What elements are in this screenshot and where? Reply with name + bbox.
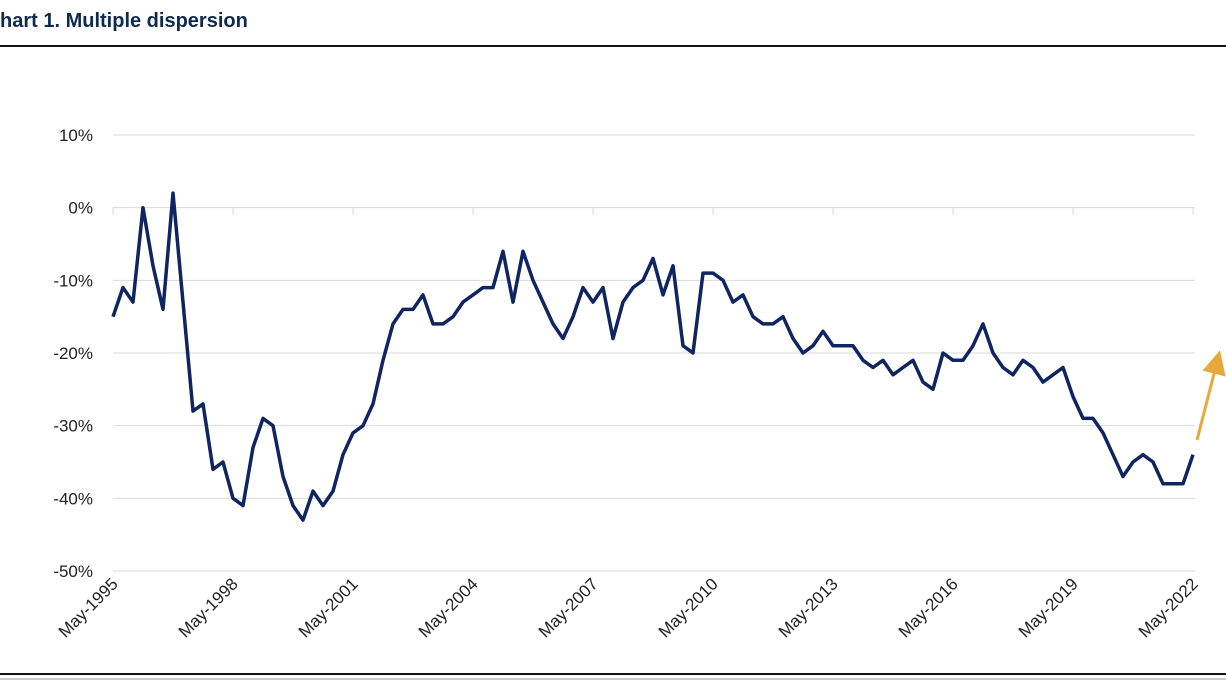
x-tick-label: May-1995: [55, 574, 122, 641]
arrow: [1195, 350, 1226, 441]
x-tick-label: May-2010: [655, 574, 722, 641]
x-tick-label: May-2019: [1015, 574, 1082, 641]
x-tick-label: May-2007: [535, 574, 602, 641]
line: [111, 191, 1195, 522]
x-tick-label: May-2022: [1135, 574, 1202, 641]
x-tick-label: May-2013: [775, 574, 842, 641]
y-tick-label: -10%: [53, 271, 93, 290]
y-tick-label: -40%: [53, 489, 93, 508]
y-tick-label: -20%: [53, 344, 93, 363]
y-tick-label: 10%: [59, 126, 93, 145]
x-tick-label: May-2016: [895, 574, 962, 641]
y-tick-label: -30%: [53, 417, 93, 436]
y-tick-label: -50%: [53, 562, 93, 581]
y-tick-label: 0%: [68, 199, 93, 218]
chart-title: hart 1. Multiple dispersion: [0, 10, 248, 32]
x-tick-label: May-2004: [415, 574, 482, 641]
x-tick-label: May-1998: [175, 574, 242, 641]
x-tick-label: May-2001: [295, 574, 362, 641]
